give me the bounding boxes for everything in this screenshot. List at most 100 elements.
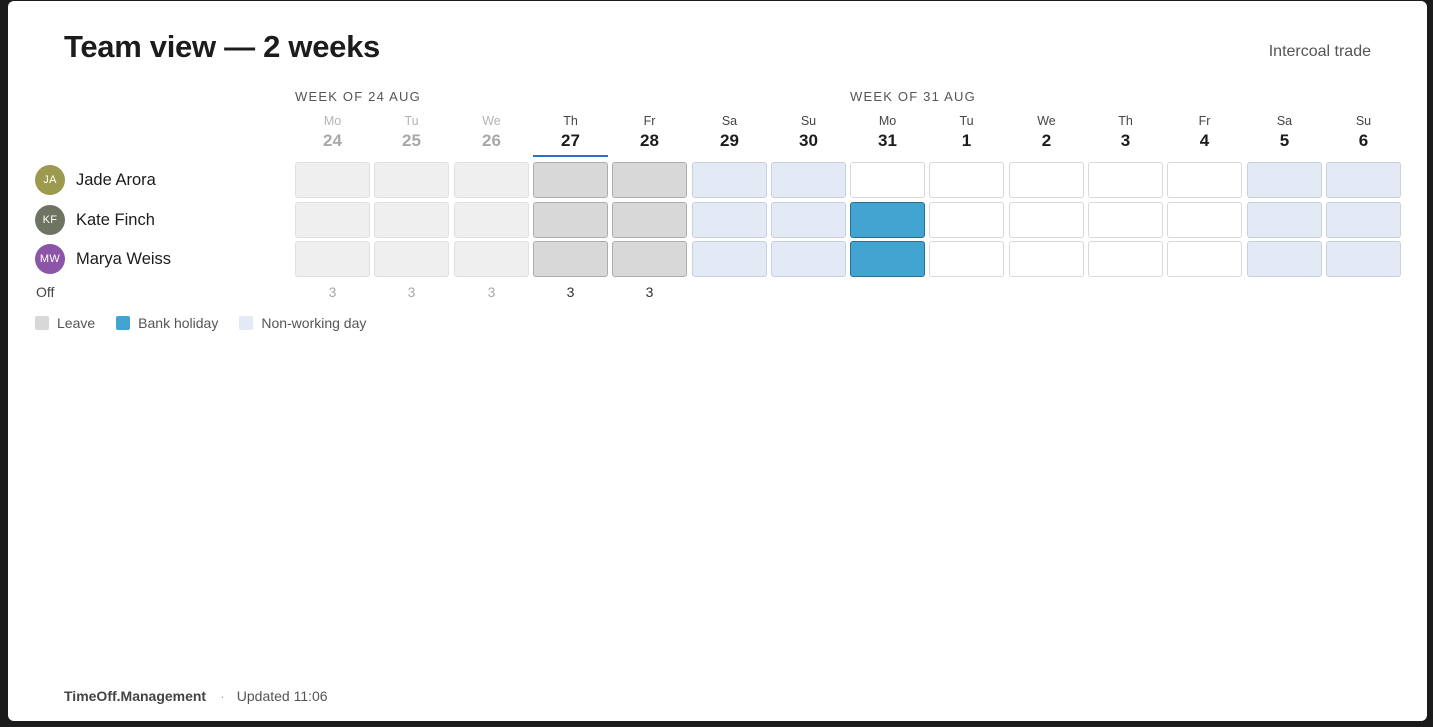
day-header: Tu 1 xyxy=(929,113,1004,157)
legend-item-bank-holiday: Bank holiday xyxy=(116,315,218,331)
leave-cell[interactable] xyxy=(454,202,529,238)
brand-link[interactable]: TimeOff.Management xyxy=(64,688,207,704)
non-working-day-cell[interactable] xyxy=(771,162,846,198)
non-working-day-cell[interactable] xyxy=(1326,202,1401,238)
day-of-week: Tu xyxy=(404,114,419,128)
day-header: Su 6 xyxy=(1326,113,1401,157)
company-name[interactable]: Intercoal trade xyxy=(1268,43,1371,60)
leave-cell[interactable] xyxy=(374,202,449,238)
day-cell[interactable] xyxy=(1088,202,1163,238)
legend-label: Bank holiday xyxy=(138,315,219,331)
day-cell[interactable] xyxy=(1167,162,1242,198)
bank-holiday-cell[interactable] xyxy=(850,202,925,238)
off-count: 3 xyxy=(328,284,337,300)
non-working-day-cell[interactable] xyxy=(692,162,767,198)
day-cell[interactable] xyxy=(929,241,1004,277)
day-number: 1 xyxy=(961,131,972,150)
day-header: We 2 xyxy=(1009,113,1084,157)
day-number: 5 xyxy=(1279,131,1290,150)
day-of-week: Fr xyxy=(643,114,656,128)
non-working-day-cell[interactable] xyxy=(771,241,846,277)
employee-row[interactable]: KF Kate Finch xyxy=(35,205,155,235)
avatar: MW xyxy=(35,244,65,274)
day-cell[interactable] xyxy=(1088,162,1163,198)
footer-separator: · xyxy=(220,688,225,704)
day-cell[interactable] xyxy=(1009,241,1084,277)
day-header: Su 30 xyxy=(771,113,846,157)
off-row-label: Off xyxy=(36,284,55,300)
day-of-week: Mo xyxy=(878,114,897,128)
legend-label: Leave xyxy=(57,315,96,331)
day-header: Tu 25 xyxy=(374,113,449,157)
day-number: 2 xyxy=(1041,131,1052,150)
day-header: We 26 xyxy=(454,113,529,157)
leave-cell[interactable] xyxy=(295,241,370,277)
leave-cell[interactable] xyxy=(454,241,529,277)
non-working-day-cell[interactable] xyxy=(1247,162,1322,198)
employee-name[interactable]: Marya Weiss xyxy=(76,249,172,268)
leave-cell[interactable] xyxy=(374,241,449,277)
day-of-week: Th xyxy=(1118,114,1133,128)
leave-cell[interactable] xyxy=(295,162,370,198)
day-cell[interactable] xyxy=(1167,241,1242,277)
day-header-today: Th 27 xyxy=(533,113,608,157)
legend: Leave Bank holiday Non-working day xyxy=(35,315,387,331)
non-working-day-cell[interactable] xyxy=(771,202,846,238)
day-of-week: Fr xyxy=(1198,114,1211,128)
leave-cell[interactable] xyxy=(295,202,370,238)
non-working-day-cell[interactable] xyxy=(1326,162,1401,198)
footer: TimeOff.Management · Updated 11:06 xyxy=(64,688,328,704)
off-count: 3 xyxy=(566,284,575,300)
day-cell[interactable] xyxy=(1167,202,1242,238)
bank-holiday-cell[interactable] xyxy=(850,241,925,277)
avatar: KF xyxy=(35,205,65,235)
day-cell[interactable] xyxy=(850,162,925,198)
legend-label: Non-working day xyxy=(261,315,367,331)
day-cell[interactable] xyxy=(929,162,1004,198)
leave-cell[interactable] xyxy=(374,162,449,198)
off-count: 3 xyxy=(645,284,654,300)
day-number: 6 xyxy=(1358,131,1369,150)
non-working-day-cell[interactable] xyxy=(1326,241,1401,277)
day-cell[interactable] xyxy=(1088,241,1163,277)
non-working-day-cell[interactable] xyxy=(692,241,767,277)
day-cell[interactable] xyxy=(1009,162,1084,198)
employee-name[interactable]: Jade Arora xyxy=(76,170,156,189)
leave-cell[interactable] xyxy=(612,162,687,198)
day-header: Fr 4 xyxy=(1167,113,1242,157)
leave-cell[interactable] xyxy=(533,241,608,277)
day-number: 29 xyxy=(720,131,739,150)
day-header: Fr 28 xyxy=(612,113,687,157)
leave-cell[interactable] xyxy=(533,162,608,198)
day-of-week: Sa xyxy=(1276,114,1293,128)
employee-row[interactable]: MW Marya Weiss xyxy=(35,244,171,274)
day-header: Mo 24 xyxy=(295,113,370,157)
non-working-day-cell[interactable] xyxy=(1247,241,1322,277)
non-working-day-swatch xyxy=(239,316,254,330)
day-number: 28 xyxy=(640,131,659,150)
employee-name[interactable]: Kate Finch xyxy=(76,210,155,229)
employee-row[interactable]: JA Jade Arora xyxy=(35,165,156,195)
off-count: 3 xyxy=(407,284,416,300)
day-number: 27 xyxy=(561,131,580,150)
avatar: JA xyxy=(35,165,65,195)
day-cell[interactable] xyxy=(929,202,1004,238)
legend-item-leave: Leave xyxy=(35,315,95,331)
leave-swatch xyxy=(35,316,49,330)
day-number: 31 xyxy=(878,131,897,150)
leave-cell[interactable] xyxy=(454,162,529,198)
team-view-card: Team view — 2 weeks Intercoal trade WEEK… xyxy=(8,1,1427,721)
week-label: WEEK OF 31 AUG xyxy=(850,89,976,104)
leave-cell[interactable] xyxy=(533,202,608,238)
leave-cell[interactable] xyxy=(612,241,687,277)
day-of-week: Su xyxy=(800,114,817,128)
non-working-day-cell[interactable] xyxy=(692,202,767,238)
page-title: Team view — 2 weeks xyxy=(64,29,380,64)
day-cell[interactable] xyxy=(1009,202,1084,238)
off-count: 3 xyxy=(487,284,496,300)
non-working-day-cell[interactable] xyxy=(1247,202,1322,238)
leave-cell[interactable] xyxy=(612,202,687,238)
day-number: 4 xyxy=(1199,131,1210,150)
day-of-week: Tu xyxy=(959,114,974,128)
